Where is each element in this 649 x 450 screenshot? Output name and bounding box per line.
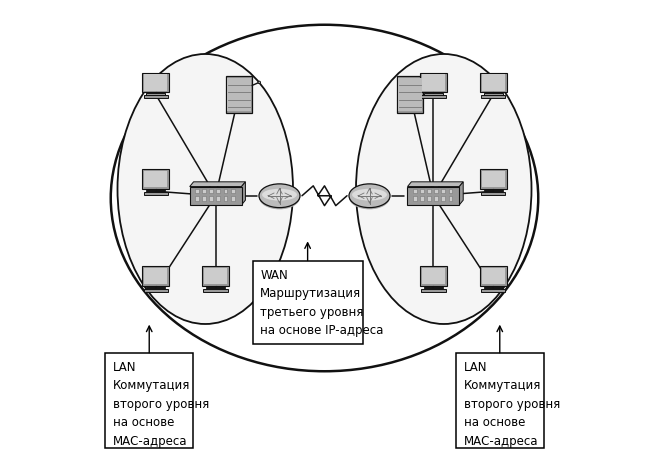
FancyBboxPatch shape — [420, 266, 447, 286]
Ellipse shape — [352, 189, 387, 201]
Circle shape — [258, 81, 260, 84]
FancyBboxPatch shape — [484, 93, 503, 94]
Ellipse shape — [262, 189, 297, 201]
FancyBboxPatch shape — [427, 189, 431, 193]
FancyBboxPatch shape — [252, 261, 363, 344]
FancyBboxPatch shape — [210, 196, 214, 201]
FancyBboxPatch shape — [408, 187, 459, 205]
FancyBboxPatch shape — [422, 268, 445, 284]
FancyBboxPatch shape — [202, 196, 206, 201]
FancyBboxPatch shape — [224, 189, 228, 193]
FancyBboxPatch shape — [145, 268, 167, 284]
FancyBboxPatch shape — [142, 72, 169, 92]
FancyBboxPatch shape — [480, 72, 507, 92]
FancyBboxPatch shape — [448, 196, 452, 201]
FancyBboxPatch shape — [482, 74, 504, 90]
FancyBboxPatch shape — [217, 189, 221, 193]
FancyBboxPatch shape — [434, 189, 438, 193]
FancyBboxPatch shape — [202, 266, 229, 286]
FancyBboxPatch shape — [481, 192, 506, 195]
FancyBboxPatch shape — [481, 95, 506, 99]
FancyBboxPatch shape — [227, 78, 251, 111]
Ellipse shape — [349, 185, 390, 209]
Polygon shape — [241, 182, 245, 205]
FancyBboxPatch shape — [146, 287, 165, 288]
Ellipse shape — [356, 54, 532, 324]
FancyBboxPatch shape — [424, 287, 443, 288]
FancyBboxPatch shape — [195, 196, 199, 201]
FancyBboxPatch shape — [204, 268, 227, 284]
FancyBboxPatch shape — [195, 189, 199, 193]
FancyBboxPatch shape — [105, 353, 193, 448]
FancyBboxPatch shape — [413, 189, 417, 193]
FancyBboxPatch shape — [441, 189, 445, 193]
FancyBboxPatch shape — [210, 189, 214, 193]
FancyBboxPatch shape — [143, 192, 168, 195]
Text: LAN
Коммутация
второго уровня
на основе
МАС-адреса: LAN Коммутация второго уровня на основе … — [113, 361, 209, 448]
Text: WAN
Маршрутизация
третьего уровня
на основе IP-адреса: WAN Маршрутизация третьего уровня на осн… — [260, 269, 384, 337]
FancyBboxPatch shape — [217, 196, 221, 201]
FancyBboxPatch shape — [456, 353, 544, 448]
FancyBboxPatch shape — [427, 196, 431, 201]
FancyBboxPatch shape — [142, 169, 169, 189]
Ellipse shape — [259, 184, 300, 207]
FancyBboxPatch shape — [480, 266, 507, 286]
Text: LAN
Коммутация
второго уровня
на основе
МАС-адреса: LAN Коммутация второго уровня на основе … — [463, 361, 560, 448]
Ellipse shape — [259, 185, 300, 209]
FancyBboxPatch shape — [202, 189, 206, 193]
FancyBboxPatch shape — [203, 289, 228, 292]
Circle shape — [429, 81, 432, 84]
FancyBboxPatch shape — [482, 171, 504, 187]
FancyBboxPatch shape — [231, 189, 234, 193]
FancyBboxPatch shape — [397, 76, 423, 112]
FancyBboxPatch shape — [146, 93, 165, 94]
FancyBboxPatch shape — [481, 289, 506, 292]
Polygon shape — [459, 182, 463, 205]
FancyBboxPatch shape — [420, 189, 424, 193]
FancyBboxPatch shape — [145, 74, 167, 90]
FancyBboxPatch shape — [142, 266, 169, 286]
FancyBboxPatch shape — [484, 287, 503, 288]
FancyBboxPatch shape — [420, 72, 447, 92]
FancyBboxPatch shape — [448, 189, 452, 193]
FancyBboxPatch shape — [420, 196, 424, 201]
FancyBboxPatch shape — [413, 196, 417, 201]
FancyBboxPatch shape — [434, 196, 438, 201]
FancyBboxPatch shape — [143, 289, 168, 292]
FancyBboxPatch shape — [421, 95, 446, 99]
Ellipse shape — [117, 54, 293, 324]
FancyBboxPatch shape — [206, 287, 225, 288]
FancyBboxPatch shape — [224, 196, 228, 201]
FancyBboxPatch shape — [421, 289, 446, 292]
FancyBboxPatch shape — [422, 74, 445, 90]
FancyBboxPatch shape — [226, 76, 252, 112]
FancyBboxPatch shape — [231, 196, 234, 201]
Ellipse shape — [111, 25, 538, 371]
FancyBboxPatch shape — [424, 93, 443, 94]
Polygon shape — [190, 182, 245, 187]
FancyBboxPatch shape — [480, 169, 507, 189]
FancyBboxPatch shape — [143, 95, 168, 99]
FancyBboxPatch shape — [441, 196, 445, 201]
Polygon shape — [408, 182, 463, 187]
FancyBboxPatch shape — [145, 171, 167, 187]
FancyBboxPatch shape — [398, 78, 422, 111]
Ellipse shape — [349, 184, 390, 207]
FancyBboxPatch shape — [190, 187, 241, 205]
FancyBboxPatch shape — [146, 190, 165, 191]
FancyBboxPatch shape — [484, 190, 503, 191]
FancyBboxPatch shape — [482, 268, 504, 284]
